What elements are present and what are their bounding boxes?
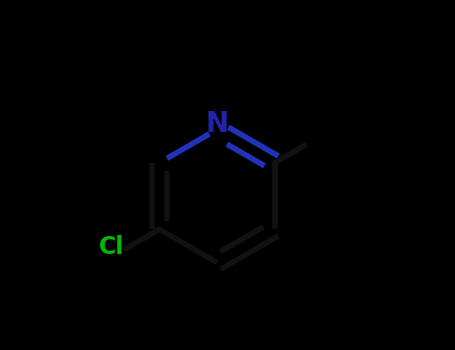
Text: Cl: Cl	[99, 235, 124, 259]
Text: N: N	[206, 110, 228, 138]
